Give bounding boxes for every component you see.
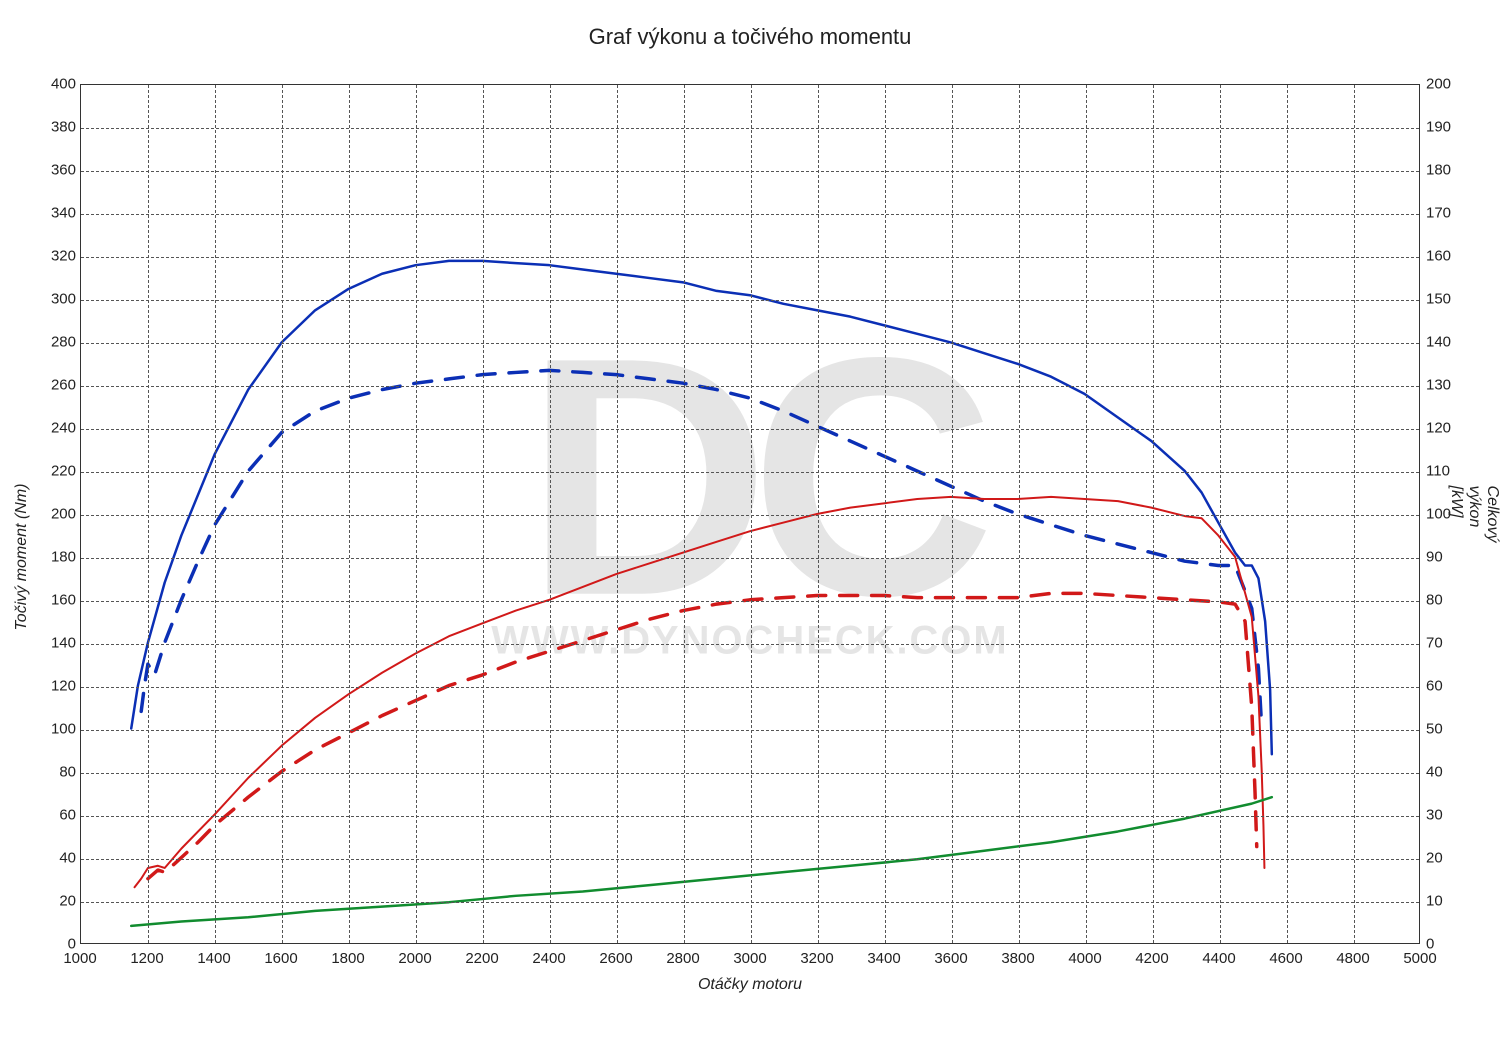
x-tick-label: 1600 xyxy=(264,950,297,967)
y-right-tick-label: 120 xyxy=(1426,420,1451,437)
gridline-horizontal xyxy=(81,558,1419,559)
gridline-horizontal xyxy=(81,171,1419,172)
gridline-horizontal xyxy=(81,214,1419,215)
gridline-horizontal xyxy=(81,343,1419,344)
gridline-horizontal xyxy=(81,429,1419,430)
y-left-tick-label: 300 xyxy=(46,291,76,308)
y-right-tick-label: 20 xyxy=(1426,850,1443,867)
y-left-tick-label: 200 xyxy=(46,506,76,523)
y-left-tick-label: 340 xyxy=(46,205,76,222)
y-left-tick-label: 240 xyxy=(46,420,76,437)
x-tick-label: 1000 xyxy=(63,950,96,967)
x-tick-label: 4400 xyxy=(1202,950,1235,967)
gridline-horizontal xyxy=(81,386,1419,387)
y-right-tick-label: 50 xyxy=(1426,721,1443,738)
y-axis-right-label: Celkový výkon [kW] xyxy=(1447,486,1500,543)
series-torque_tuned xyxy=(131,261,1272,754)
y-left-tick-label: 220 xyxy=(46,463,76,480)
y-right-tick-label: 110 xyxy=(1426,463,1450,480)
y-axis-left-label: Točivý moment (Nm) xyxy=(13,484,31,631)
y-left-tick-label: 140 xyxy=(46,635,76,652)
y-left-tick-label: 0 xyxy=(46,936,76,953)
x-tick-label: 3800 xyxy=(1001,950,1034,967)
x-tick-label: 2400 xyxy=(532,950,565,967)
y-right-tick-label: 60 xyxy=(1426,678,1443,695)
gridline-horizontal xyxy=(81,515,1419,516)
y-right-tick-label: 0 xyxy=(1426,936,1434,953)
y-right-tick-label: 30 xyxy=(1426,807,1443,824)
gridline-horizontal xyxy=(81,128,1419,129)
y-right-tick-label: 170 xyxy=(1426,205,1451,222)
y-right-tick-label: 70 xyxy=(1426,635,1443,652)
x-tick-label: 4600 xyxy=(1269,950,1302,967)
x-tick-label: 4000 xyxy=(1068,950,1101,967)
y-right-tick-label: 160 xyxy=(1426,248,1451,265)
series-torque_stock xyxy=(141,370,1262,728)
gridline-horizontal xyxy=(81,472,1419,473)
chart-title: Graf výkonu a točivého momentu xyxy=(0,24,1500,50)
gridline-horizontal xyxy=(81,644,1419,645)
x-tick-label: 4800 xyxy=(1336,950,1369,967)
x-tick-label: 4200 xyxy=(1135,950,1168,967)
dyno-chart: Graf výkonu a točivého momentu DC WWW.DY… xyxy=(0,0,1500,1041)
x-tick-label: 5000 xyxy=(1403,950,1436,967)
y-right-tick-label: 40 xyxy=(1426,764,1443,781)
y-left-tick-label: 120 xyxy=(46,678,76,695)
x-tick-label: 3200 xyxy=(800,950,833,967)
x-tick-label: 2200 xyxy=(465,950,498,967)
gridline-horizontal xyxy=(81,730,1419,731)
plot-area: DC WWW.DYNOCHECK.COM xyxy=(80,84,1420,944)
gridline-horizontal xyxy=(81,773,1419,774)
x-tick-label: 3600 xyxy=(934,950,967,967)
y-left-tick-label: 360 xyxy=(46,162,76,179)
y-right-tick-label: 10 xyxy=(1426,893,1443,910)
gridline-horizontal xyxy=(81,687,1419,688)
x-tick-label: 1800 xyxy=(331,950,364,967)
y-left-tick-label: 260 xyxy=(46,377,76,394)
y-right-tick-label: 130 xyxy=(1426,377,1451,394)
y-right-tick-label: 140 xyxy=(1426,334,1451,351)
gridline-horizontal xyxy=(81,902,1419,903)
x-tick-label: 1400 xyxy=(197,950,230,967)
gridline-horizontal xyxy=(81,257,1419,258)
y-left-tick-label: 400 xyxy=(46,76,76,93)
y-left-tick-label: 380 xyxy=(46,119,76,136)
gridline-horizontal xyxy=(81,859,1419,860)
y-right-tick-label: 190 xyxy=(1426,119,1451,136)
gridline-horizontal xyxy=(81,601,1419,602)
x-tick-label: 2600 xyxy=(599,950,632,967)
x-tick-label: 3000 xyxy=(733,950,766,967)
x-tick-label: 2800 xyxy=(666,950,699,967)
y-left-tick-label: 280 xyxy=(46,334,76,351)
series-power_tuned xyxy=(135,497,1265,887)
x-tick-label: 2000 xyxy=(398,950,431,967)
y-left-tick-label: 60 xyxy=(46,807,76,824)
y-right-tick-label: 200 xyxy=(1426,76,1451,93)
y-left-tick-label: 180 xyxy=(46,549,76,566)
y-left-tick-label: 80 xyxy=(46,764,76,781)
x-axis-label: Otáčky motoru xyxy=(698,976,802,994)
y-right-tick-label: 90 xyxy=(1426,549,1443,566)
x-tick-label: 1200 xyxy=(130,950,163,967)
y-right-tick-label: 80 xyxy=(1426,592,1443,609)
y-left-tick-label: 320 xyxy=(46,248,76,265)
y-right-tick-label: 180 xyxy=(1426,162,1451,179)
y-left-tick-label: 40 xyxy=(46,850,76,867)
gridline-horizontal xyxy=(81,816,1419,817)
y-right-tick-label: 100 xyxy=(1426,506,1451,523)
x-tick-label: 3400 xyxy=(867,950,900,967)
y-right-tick-label: 150 xyxy=(1426,291,1451,308)
y-left-tick-label: 160 xyxy=(46,592,76,609)
y-left-tick-label: 100 xyxy=(46,721,76,738)
gridline-horizontal xyxy=(81,300,1419,301)
y-left-tick-label: 20 xyxy=(46,893,76,910)
